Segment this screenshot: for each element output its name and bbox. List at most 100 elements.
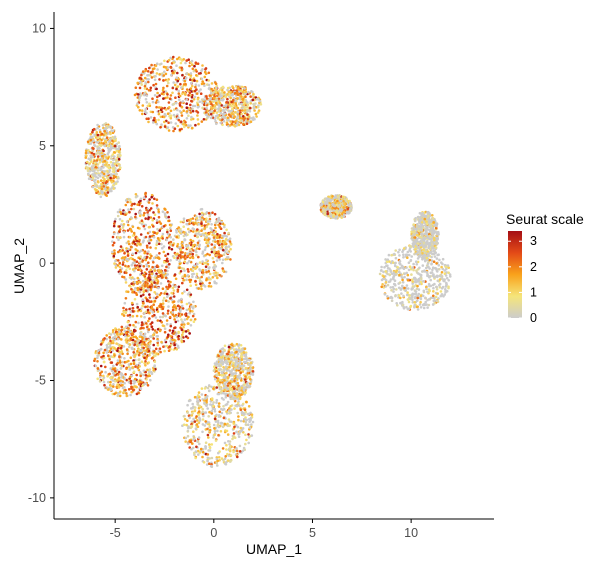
scatter-point (169, 121, 173, 124)
scatter-point (205, 236, 208, 239)
scatter-point (157, 100, 160, 104)
scatter-point (180, 105, 184, 109)
scatter-point (113, 162, 116, 166)
scatter-point (118, 144, 121, 148)
scatter-point (201, 430, 204, 434)
scatter-point (93, 143, 96, 147)
scatter-point (243, 417, 246, 421)
scatter-point (112, 254, 116, 258)
scatter-point (106, 374, 109, 378)
scatter-point (139, 331, 142, 335)
scatter-point (165, 319, 169, 322)
scatter-point (124, 203, 128, 207)
scatter-point (204, 218, 208, 222)
scatter-point (221, 269, 225, 273)
scatter-point (235, 449, 239, 453)
scatter-point (124, 338, 128, 342)
scatter-point (119, 390, 122, 394)
scatter-point (127, 327, 130, 330)
scatter-point (139, 349, 143, 353)
scatter-point (197, 391, 201, 394)
scatter-point (335, 217, 338, 220)
scatter-point (221, 408, 225, 412)
scatter-point (244, 95, 247, 98)
scatter-point (176, 79, 180, 83)
scatter-point (130, 245, 133, 249)
scatter-point (189, 256, 192, 260)
scatter-point (122, 276, 126, 279)
scatter-point (212, 404, 215, 408)
scatter-point (164, 269, 167, 272)
scatter-point (119, 210, 122, 214)
scatter-point (217, 110, 221, 113)
scatter-point (109, 380, 112, 384)
scatter-point (240, 358, 244, 362)
scatter-point (155, 198, 159, 201)
scatter-point (89, 142, 93, 145)
scatter-point (146, 211, 149, 214)
scatter-point (225, 228, 228, 232)
scatter-point (208, 253, 211, 257)
scatter-point (195, 272, 199, 276)
scatter-point (125, 271, 128, 275)
scatter-point (149, 280, 153, 284)
scatter-point (244, 355, 248, 358)
scatter-point (218, 364, 221, 368)
scatter-point (244, 391, 247, 395)
scatter-point (215, 259, 219, 262)
scatter-point (137, 321, 140, 325)
scatter-point (185, 102, 188, 105)
scatter-point (185, 110, 189, 113)
scatter-point (230, 380, 234, 384)
scatter-point (91, 149, 94, 153)
scatter-point (155, 204, 159, 207)
scatter-point (178, 104, 182, 107)
scatter-point (190, 90, 194, 93)
scatter-point (141, 260, 144, 263)
scatter-point (163, 70, 166, 74)
scatter-point (225, 369, 229, 372)
scatter-point (149, 256, 152, 260)
scatter-point (137, 358, 141, 361)
scatter-point (233, 392, 236, 396)
scatter-point (242, 115, 245, 118)
scatter-point (181, 292, 184, 295)
scatter-point (214, 115, 218, 118)
scatter-point (233, 344, 236, 348)
scatter-point (148, 374, 151, 378)
scatter-point (206, 453, 210, 456)
scatter-point (230, 397, 234, 401)
scatter-point (113, 158, 116, 161)
scatter-point (161, 107, 164, 110)
scatter-point (155, 219, 159, 222)
scatter-point (190, 115, 193, 119)
scatter-point (194, 85, 197, 89)
scatter-point (168, 329, 172, 332)
scatter-point (184, 82, 187, 86)
scatter-point (197, 255, 200, 259)
scatter-point (110, 187, 113, 190)
scatter-point (244, 420, 248, 424)
scatter-point (215, 282, 218, 285)
scatter-point (171, 311, 175, 314)
scatter-point (112, 383, 115, 386)
scatter-point (178, 128, 182, 131)
scatter-point (115, 342, 118, 345)
scatter-point (143, 211, 146, 215)
scatter-point (141, 304, 144, 308)
scatter-point (199, 218, 202, 221)
scatter-point (235, 357, 238, 361)
scatter-point (124, 297, 128, 300)
scatter-point (226, 376, 230, 380)
scatter-point (172, 338, 176, 342)
scatter-point (244, 366, 248, 370)
scatter-point (146, 279, 149, 282)
scatter-point (95, 185, 98, 188)
scatter-point (133, 354, 137, 357)
scatter-point (221, 261, 224, 265)
scatter-point (163, 292, 166, 295)
scatter-point (140, 205, 144, 208)
scatter-point (237, 418, 240, 422)
scatter-point (107, 150, 111, 154)
